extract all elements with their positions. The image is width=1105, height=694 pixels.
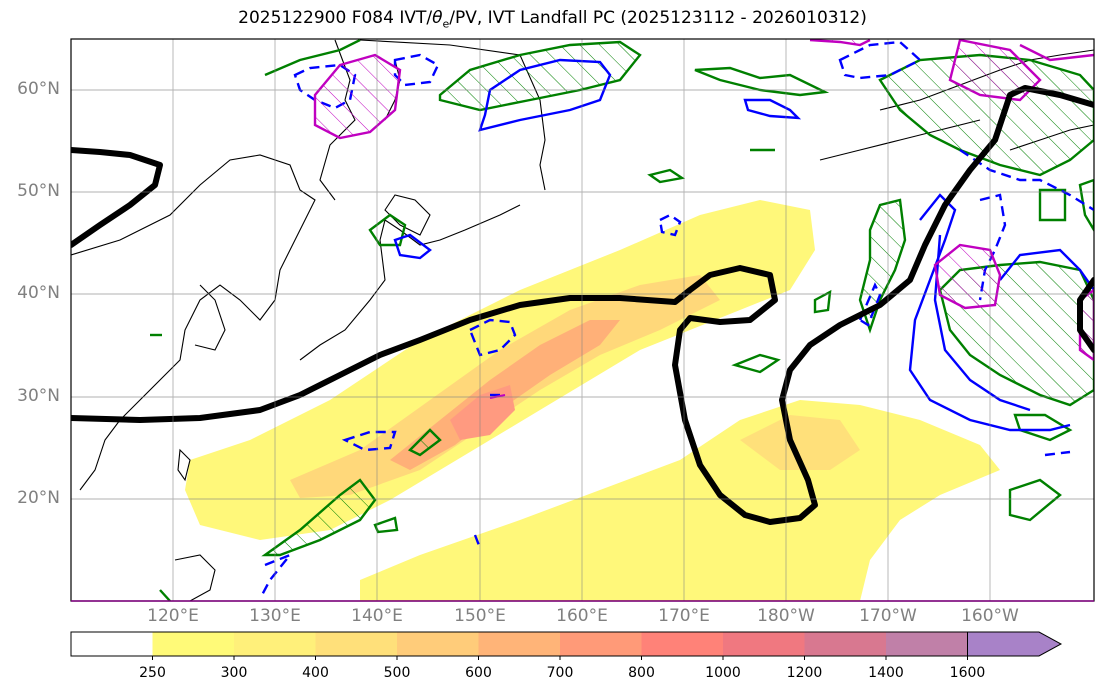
colorbar-swatch (234, 632, 316, 656)
gridlines (71, 39, 1094, 601)
lon-label-120e: 120°E (147, 606, 199, 626)
colorbar-tick-label: 250 (139, 665, 166, 681)
lon-label-160e: 160°E (556, 606, 608, 626)
colorbar-tick-label: 800 (628, 665, 655, 681)
theta-contours (313, 39, 1094, 399)
colorbar-frame (70, 631, 968, 657)
lon-label-150e: 150°E (454, 606, 506, 626)
colorbar-tick-label: 1000 (705, 665, 741, 681)
colorbar-swatch (641, 632, 724, 656)
colorbar-tick-label: 1600 (949, 665, 986, 681)
colorbar-swatch (478, 632, 561, 656)
colorbar-swatch (152, 632, 235, 656)
ivt-shading-max (450, 385, 515, 440)
colorbar-swatch (560, 632, 642, 656)
lon-label-160w: 160°W (961, 606, 1019, 626)
lon-label-140e: 140°E (351, 606, 403, 626)
lat-label-50n: 50°N (17, 181, 60, 201)
colorbar-tick-label: 600 (465, 665, 492, 681)
colorbar-swatch (886, 632, 968, 656)
lon-label-170w: 170°W (859, 606, 917, 626)
colorbar-tick-label: 500 (383, 665, 411, 681)
lat-label-20n: 20°N (17, 488, 60, 508)
colorbar-swatch (723, 632, 805, 656)
colorbar (70, 631, 1063, 660)
colorbar-tick-label: 1200 (786, 665, 823, 681)
pv-negative-contours (260, 40, 1094, 596)
lat-label-30n: 30°N (17, 386, 60, 406)
colorbar-extend-arrow (967, 631, 1063, 657)
landfall-contours (71, 85, 1094, 525)
colorbar-tick-label: 700 (546, 665, 574, 681)
colorbar-tick-label: 300 (220, 665, 248, 681)
lon-label-130e: 130°E (249, 606, 301, 626)
lat-label-60n: 60°N (17, 79, 60, 99)
ivt-shading-east (740, 415, 860, 470)
colorbar-swatch (804, 632, 887, 656)
lon-label-180w: 180°W (757, 606, 815, 626)
colorbar-swatch (315, 632, 398, 656)
colorbar-swatch (71, 632, 153, 656)
lat-label-40n: 40°N (17, 283, 60, 303)
colorbar-swatch (397, 632, 479, 656)
map-plot-area (71, 39, 1094, 601)
colorbar-tick-label: 1400 (868, 665, 904, 681)
map-title: 2025122900 F084 IVT/θe/PV, IVT Landfall … (238, 8, 867, 31)
lon-label-170e: 170°E (658, 606, 710, 626)
colorbar-tick-label: 400 (302, 665, 329, 681)
